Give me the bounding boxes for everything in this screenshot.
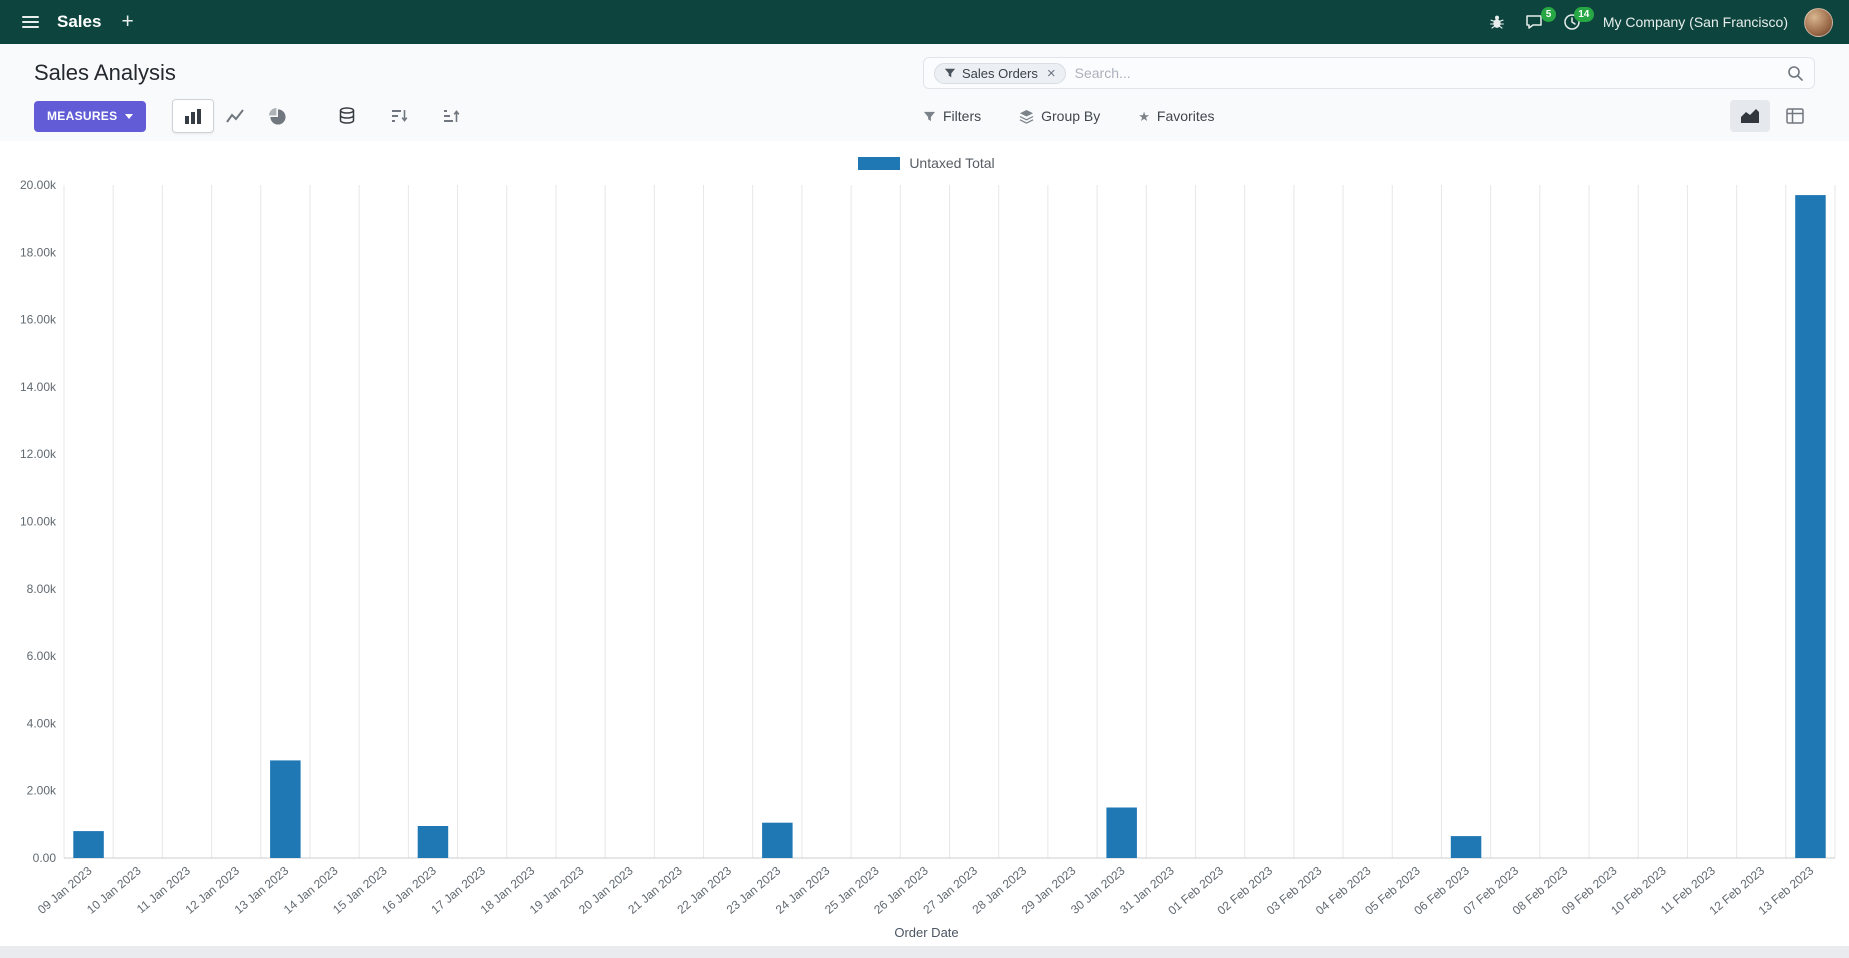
measures-button[interactable]: MEASURES [34, 100, 147, 132]
x-axis-title: Order Date [894, 925, 959, 940]
chat-icon [1525, 13, 1543, 31]
line-chart-button[interactable] [214, 99, 256, 133]
bar-chart-icon [184, 108, 202, 124]
chart-option-group [326, 99, 472, 133]
search-input[interactable] [1074, 65, 1778, 81]
favorites-button[interactable]: ★ Favorites [1138, 108, 1214, 124]
chart-bar[interactable] [1450, 836, 1482, 858]
plus-icon[interactable]: + [109, 8, 145, 36]
page-title: Sales Analysis [34, 60, 176, 85]
sort-asc-icon [443, 108, 460, 124]
y-axis-tick: 6.00k [27, 649, 57, 663]
graph-view: Untaxed Total 0.00 2.00k 4.00k 6.00k 8.00k 10… [0, 141, 1849, 946]
sort-asc-button[interactable] [430, 99, 472, 133]
user-menu-button[interactable] [1800, 7, 1837, 37]
messages-badge: 5 [1541, 7, 1556, 22]
chart-legend[interactable]: Untaxed Total [10, 149, 1843, 177]
stacked-icon [339, 107, 355, 125]
search-icon[interactable] [1787, 65, 1804, 82]
search-bar[interactable]: Sales Orders × [923, 57, 1815, 89]
search-facet-label: Sales Orders [962, 65, 1038, 81]
menu-icon [22, 13, 39, 31]
y-axis-tick: 2.00k [27, 784, 57, 798]
y-axis-tick: 20.00k [20, 178, 57, 192]
measures-label: MEASURES [47, 109, 118, 123]
y-axis-tick: 8.00k [27, 582, 57, 596]
line-chart-icon [226, 108, 245, 124]
activities-button[interactable]: 14 [1553, 5, 1594, 39]
app-name[interactable]: Sales [49, 12, 109, 32]
facet-remove-button[interactable]: × [1044, 66, 1056, 81]
legend-label: Untaxed Total [909, 155, 995, 171]
pie-chart-button[interactable] [256, 99, 298, 133]
groupby-label: Group By [1041, 108, 1101, 124]
star-icon: ★ [1138, 108, 1150, 124]
clock-icon [1563, 13, 1581, 31]
sort-desc-icon [391, 108, 408, 124]
filter-icon [923, 110, 936, 123]
debug-button[interactable] [1479, 6, 1515, 38]
chart-bar[interactable] [270, 760, 301, 858]
chart-type-group [172, 99, 298, 133]
y-axis-tick: 10.00k [20, 515, 57, 529]
messages-button[interactable]: 5 [1515, 5, 1556, 39]
chart-bar[interactable] [1795, 195, 1826, 859]
pivot-table-icon [1786, 108, 1804, 124]
pie-chart-icon [268, 107, 286, 125]
search-facet: Sales Orders × [934, 62, 1066, 84]
favorites-label: Favorites [1156, 108, 1215, 124]
chart-bar[interactable] [73, 831, 104, 858]
pivot-view-button[interactable] [1775, 100, 1815, 132]
chart-bar[interactable] [417, 826, 449, 858]
y-axis-tick: 16.00k [20, 313, 57, 327]
layers-icon [1019, 109, 1034, 124]
chart-bar[interactable] [762, 822, 793, 858]
y-axis-tick: 14.00k [20, 380, 57, 394]
search-options: Filters Group By ★ Favorites [923, 108, 1215, 124]
filters-label: Filters [943, 108, 982, 124]
top-navbar: Sales + 5 14 My Company (San Francisco) [0, 0, 1849, 44]
filters-button[interactable]: Filters [923, 108, 981, 124]
sort-desc-button[interactable] [378, 99, 420, 133]
caret-down-icon [125, 113, 134, 119]
chart-plot-area: 0.00 2.00k 4.00k 6.00k 8.00k 10.00k 12.00k 14.0… [10, 177, 1843, 924]
filter-facet-icon [944, 67, 956, 79]
x-axis-tick: 10 Jan 2023 [84, 863, 144, 916]
area-chart-icon [1740, 108, 1760, 124]
x-axis-tick: 13 Feb 2023 [1756, 863, 1817, 917]
view-switcher [1730, 100, 1815, 132]
activities-badge: 14 [1573, 7, 1594, 22]
bug-icon [1489, 14, 1505, 30]
chart-bar[interactable] [1106, 807, 1137, 859]
avatar [1804, 7, 1833, 37]
legend-swatch [858, 156, 901, 170]
apps-menu-button[interactable] [12, 5, 49, 39]
bar-chart-svg: 0.00 2.00k 4.00k 6.00k 8.00k 10.00k 12.00k 14.0… [20, 178, 1836, 918]
y-axis-tick: 4.00k [27, 716, 57, 730]
y-axis-tick: 18.00k [20, 245, 57, 259]
control-panel: Sales Analysis Sales Orders × MEASURES [0, 44, 1849, 141]
y-axis-tick: 0.00 [33, 851, 57, 865]
bar-chart-button[interactable] [172, 99, 215, 133]
company-switcher[interactable]: My Company (San Francisco) [1591, 14, 1800, 30]
bottom-strip [0, 946, 1849, 958]
groupby-button[interactable]: Group By [1019, 108, 1100, 124]
stacked-button[interactable] [326, 99, 368, 133]
graph-view-button[interactable] [1730, 100, 1770, 132]
y-axis-tick: 12.00k [20, 447, 57, 461]
